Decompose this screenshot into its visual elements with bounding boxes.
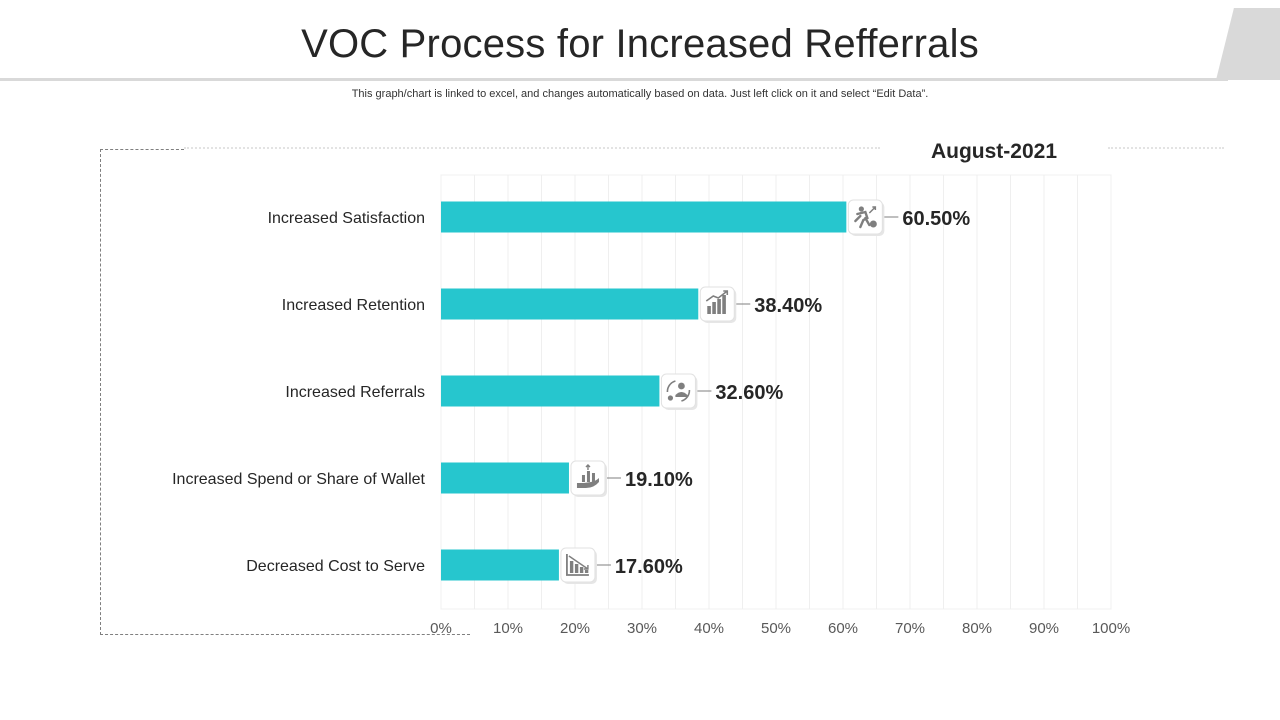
icon-part [574, 564, 579, 573]
icon-part [858, 206, 864, 212]
x-tick-label: 100% [1092, 620, 1130, 637]
decorative-frame-top [100, 149, 184, 150]
value-label: 60.50% [902, 208, 970, 230]
x-tick-label: 60% [828, 620, 858, 637]
category-label: Increased Retention [282, 297, 425, 314]
decorative-frame [100, 149, 470, 635]
icon-part [854, 210, 871, 229]
icon-part [869, 220, 877, 228]
icon-part [667, 395, 674, 401]
icon-part [868, 206, 877, 214]
referral-cycle-icon [666, 380, 691, 402]
icon-part [707, 306, 711, 314]
dotted-rule-right [1108, 147, 1224, 149]
value-label: 17.60% [615, 556, 683, 578]
icon-badge [660, 373, 698, 410]
x-tick-label: 80% [962, 620, 992, 637]
bar [441, 375, 660, 407]
chart-title: August-2021 [931, 140, 1057, 163]
x-tick-label: 0% [430, 620, 452, 637]
x-tick-label: 50% [761, 620, 791, 637]
hand-growth-icon [576, 464, 599, 488]
declining-cost-chart-icon [566, 554, 589, 576]
icon-badge [570, 460, 607, 497]
icon-part [581, 475, 585, 482]
x-tick-label: 70% [895, 620, 925, 637]
icon-part [568, 555, 589, 570]
growth-bar-chart-icon [705, 290, 729, 314]
icon-part [675, 392, 688, 397]
page-title: VOC Process for Increased Refferrals [301, 22, 979, 66]
icon-part [678, 382, 685, 390]
header-divider [0, 78, 1228, 81]
icon-part [722, 295, 726, 314]
x-tick-label: 10% [493, 620, 523, 637]
icon-part [584, 570, 589, 573]
icon-part [586, 471, 590, 482]
icon-part [591, 473, 595, 482]
value-label: 32.60% [715, 382, 783, 404]
category-label: Decreased Cost to Serve [246, 558, 425, 575]
dotted-rule-left [184, 147, 880, 149]
chart-note: This graph/chart is linked to excel, and… [351, 88, 929, 100]
bar [441, 288, 699, 320]
icon-badge [699, 286, 737, 323]
icon-part [579, 567, 584, 573]
icon-badge [560, 547, 597, 584]
icon-part [576, 478, 599, 488]
icon-badge [847, 199, 885, 236]
icon-part [712, 302, 716, 314]
category-label: Increased Satisfaction [268, 210, 425, 227]
x-tick-label: 40% [694, 620, 724, 637]
x-tick-label: 30% [627, 620, 657, 637]
icon-part [717, 299, 721, 314]
bar [441, 462, 569, 494]
x-tick-label: 20% [560, 620, 590, 637]
icon-part [569, 561, 574, 573]
x-tick-label: 90% [1029, 620, 1059, 637]
bar [441, 201, 847, 233]
icon-part [705, 290, 729, 302]
icon-part [566, 554, 589, 576]
icon-part [585, 464, 591, 470]
badge-box [660, 373, 696, 409]
value-label: 19.10% [625, 469, 693, 491]
category-label: Increased Spend or Share of Wallet [172, 471, 425, 488]
category-label: Increased Referrals [285, 384, 425, 401]
value-label: 38.40% [754, 295, 822, 317]
bar [441, 549, 559, 581]
climbing-person-icon [854, 206, 877, 229]
icon-part [666, 380, 691, 402]
